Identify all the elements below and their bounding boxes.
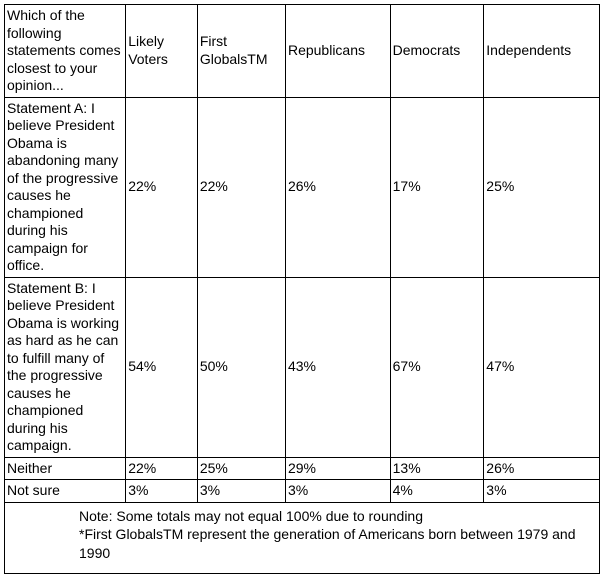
cell-value: 43% [285,277,390,457]
column-header: Independents [484,5,600,98]
row-label: Statement B: I believe President Obama i… [5,277,126,457]
cell-value: 25% [484,97,600,277]
row-label: Statement A: I believe President Obama i… [5,97,126,277]
survey-table: Which of the following statements comes … [4,4,600,574]
cell-value: 3% [484,480,600,503]
cell-value: 22% [126,97,198,277]
cell-value: 50% [197,277,285,457]
column-header: Likely Voters [126,5,198,98]
footnote-line: *First GlobalsTM represent the generatio… [79,525,595,563]
cell-value: 17% [390,97,484,277]
cell-value: 67% [390,277,484,457]
column-header: First GlobalsTM [197,5,285,98]
cell-value: 26% [285,97,390,277]
cell-value: 22% [126,457,198,480]
cell-value: 29% [285,457,390,480]
table-row: Neither 22% 25% 29% 13% 26% [5,457,600,480]
cell-value: 22% [197,97,285,277]
cell-value: 3% [285,480,390,503]
footnote-line: Note: Some totals may not equal 100% due… [79,507,595,526]
table-note-row: Note: Some totals may not equal 100% due… [5,502,600,574]
cell-value: 13% [390,457,484,480]
cell-value: 4% [390,480,484,503]
column-header: Republicans [285,5,390,98]
cell-value: 3% [126,480,198,503]
cell-value: 26% [484,457,600,480]
cell-value: 54% [126,277,198,457]
row-label: Not sure [5,480,126,503]
table-row: Not sure 3% 3% 3% 4% 3% [5,480,600,503]
column-header: Democrats [390,5,484,98]
row-label: Neither [5,457,126,480]
table-header-row: Which of the following statements comes … [5,5,600,98]
cell-value: 3% [197,480,285,503]
footnote-cell: Note: Some totals may not equal 100% due… [5,502,600,574]
table-row: Statement A: I believe President Obama i… [5,97,600,277]
cell-value: 25% [197,457,285,480]
cell-value: 47% [484,277,600,457]
table-row: Statement B: I believe President Obama i… [5,277,600,457]
column-header: Which of the following statements comes … [5,5,126,98]
